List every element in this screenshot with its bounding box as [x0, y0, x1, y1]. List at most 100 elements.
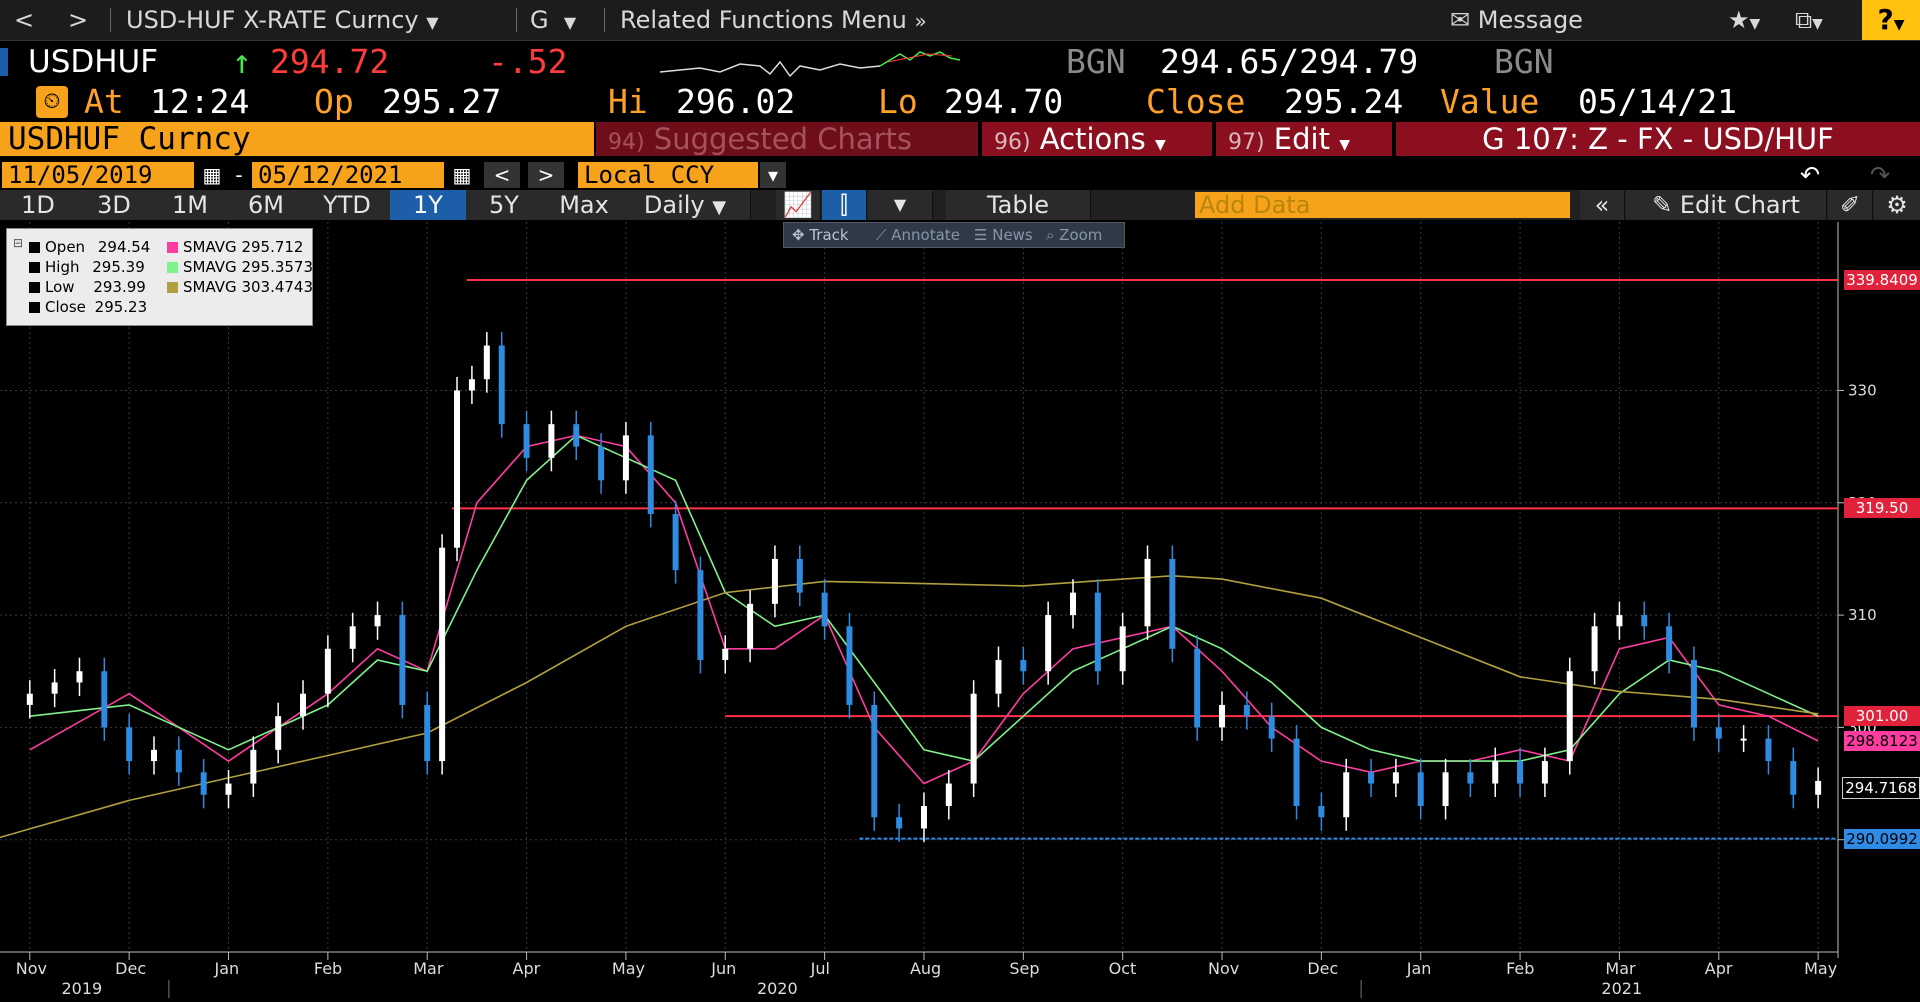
candle [1641, 615, 1648, 627]
caret-down-icon: ▼ [1749, 16, 1761, 32]
tool-annotate[interactable]: ⟋ Annotate [876, 223, 960, 247]
favorites-button[interactable]: ★▼ [1728, 0, 1760, 40]
divider [516, 8, 517, 32]
chart-tool-bar: ✥ Track ⟋ Annotate ☰ News ⌕ Zoom [783, 222, 1125, 248]
legend-high-value: 295.39 [92, 258, 145, 276]
start-date-field[interactable]: 11/05/2019 [2, 162, 194, 188]
tool-zoom[interactable]: ⌕ Zoom [1046, 223, 1102, 247]
candle [846, 626, 853, 705]
related-functions-menu[interactable]: Related Functions Menu » [620, 0, 927, 40]
candle [995, 660, 1002, 694]
candle [722, 648, 729, 660]
legend-low: Low 293.99 [29, 277, 146, 297]
chart-area[interactable]: 330320310300290NovDecJanFebMarAprMayJunJ… [0, 222, 1920, 1002]
legend-close-label: Close [45, 298, 86, 316]
price-chart[interactable]: 330320310300290NovDecJanFebMarAprMayJunJ… [0, 222, 1920, 1002]
next-period-button[interactable]: > [528, 162, 564, 188]
redo-icon[interactable]: ↷ [1860, 162, 1900, 188]
candle [1740, 738, 1747, 741]
legend-smavg-3-label: SMAVG [183, 278, 237, 296]
gear-icon[interactable]: ⚙ [1874, 190, 1920, 220]
window-button[interactable]: ⧉▼ [1795, 0, 1823, 40]
calendar-icon[interactable]: ▦ [198, 162, 226, 188]
collapse-legend-icon[interactable]: ⊟ [13, 236, 24, 250]
period-1d[interactable]: 1D [0, 190, 77, 220]
ask-source: BGN [1494, 42, 1554, 81]
legend-smavg-2: SMAVG 295.3573 [167, 257, 313, 277]
ticker: USDHUF [28, 44, 159, 80]
collapse-icon[interactable]: « [1580, 190, 1625, 220]
undo-icon[interactable]: ↶ [1790, 162, 1830, 188]
period-max[interactable]: Max [542, 190, 627, 220]
candle [454, 390, 461, 548]
level-tag: 301.00 [1844, 706, 1920, 727]
chart-type-menu[interactable]: ▼ [868, 190, 933, 220]
calendar-icon[interactable]: ▦ [448, 162, 476, 188]
candle [573, 424, 580, 447]
legend-high-label: High [45, 258, 80, 276]
period-1m[interactable]: 1M [152, 190, 229, 220]
x-tick-label: Oct [1109, 959, 1137, 978]
caret-down-icon: ▼ [426, 13, 439, 32]
candle [275, 716, 282, 750]
currency-select[interactable]: Local CCY [578, 162, 758, 188]
bid-source: BGN [1066, 42, 1126, 81]
x-tick-label: Jun [710, 959, 736, 978]
period-6m[interactable]: 6M [228, 190, 305, 220]
forward-button[interactable]: > [68, 6, 89, 34]
candle [622, 435, 629, 481]
candle [821, 592, 828, 627]
legend-smavg-3: SMAVG 303.4743 [167, 277, 313, 297]
candlestick-icon[interactable]: ⫿ [822, 190, 867, 220]
tool-track[interactable]: ✥ Track [792, 223, 849, 247]
end-date-field[interactable]: 05/12/2021 [252, 162, 444, 188]
candle [498, 345, 505, 425]
prev-period-button[interactable]: < [484, 162, 520, 188]
caret-down-icon[interactable]: ▾ [760, 162, 786, 188]
tool-news[interactable]: ☰ News [974, 223, 1033, 247]
lo-value: 294.70 [944, 82, 1064, 121]
candle [1566, 671, 1573, 762]
frequency-select[interactable]: Daily ▼ [620, 190, 751, 220]
chart-settings-icon[interactable]: ✐ [1828, 190, 1873, 220]
actions-button[interactable]: 96) Actions ▼ [982, 122, 1212, 156]
back-button[interactable]: < [14, 6, 35, 34]
candle [1616, 615, 1623, 627]
period-3d[interactable]: 3D [76, 190, 153, 220]
message-button[interactable]: ✉ Message [1450, 0, 1583, 40]
security-menu[interactable]: USD-HUF X-RATE Curncy ▼ [126, 0, 439, 40]
bid-ask: 294.65/294.79 [1160, 42, 1419, 81]
suggested-charts-button[interactable]: 94) Suggested Charts [596, 122, 978, 156]
candle [349, 626, 356, 649]
candle [970, 693, 977, 784]
edit-chart-button[interactable]: ✎ Edit Chart [1626, 190, 1827, 220]
period-ytd[interactable]: YTD [304, 190, 391, 220]
line-chart-icon[interactable]: 📈 [776, 190, 821, 220]
y-tick-label: 310 [1848, 606, 1877, 624]
candle [399, 615, 406, 705]
net-change: -.52 [488, 42, 568, 81]
x-tick-label: Apr [513, 959, 541, 978]
candle [1765, 738, 1772, 762]
x-tick-label: Feb [314, 959, 342, 978]
period-1y[interactable]: 1Y [390, 190, 467, 220]
add-data-input[interactable]: Add Data [1195, 192, 1570, 218]
edit-button[interactable]: 97) Edit ▼ [1216, 122, 1392, 156]
g-menu[interactable]: G ▼ [530, 0, 576, 40]
quote-time: 12:24 [150, 82, 250, 121]
candle [200, 772, 207, 795]
period-5y[interactable]: 5Y [466, 190, 543, 220]
legend: ⊟ Open 294.54 High 295.39 Low 293.99 Clo… [6, 228, 313, 326]
candle [1517, 761, 1524, 784]
candle [1318, 806, 1325, 818]
y-tick-label: 330 [1848, 381, 1877, 399]
up-arrow-icon: ↑ [232, 42, 252, 81]
candle [647, 435, 654, 514]
table-button[interactable]: Table [946, 190, 1091, 220]
candle [300, 693, 307, 717]
help-button[interactable]: ?▼ [1862, 0, 1920, 40]
lo-label: Lo [878, 82, 918, 121]
x-tick-label: Dec [1307, 959, 1338, 978]
legend-low-label: Low [45, 278, 75, 296]
year-label: 2021 [1601, 979, 1642, 998]
